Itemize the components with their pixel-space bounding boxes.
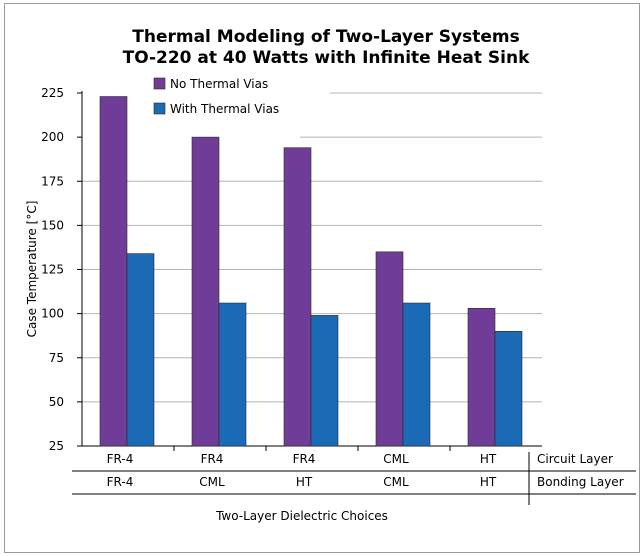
- bar: [310, 315, 339, 447]
- legend-swatch: [153, 77, 166, 90]
- legend-label: No Thermal Vias: [170, 77, 268, 91]
- y-tick-label: 125: [41, 263, 64, 277]
- category-label: HT: [296, 475, 313, 489]
- y-tick-label: 100: [41, 307, 64, 321]
- bar: [191, 136, 220, 447]
- bar: [283, 147, 312, 447]
- bar: [494, 330, 523, 447]
- category-row-label: Bonding Layer: [537, 475, 624, 489]
- title-line-2: TO-220 at 40 Watts with Infinite Heat Si…: [123, 48, 530, 68]
- y-tick-label: 175: [41, 174, 64, 188]
- title-line-1: Thermal Modeling of Two-Layer Systems: [132, 27, 519, 47]
- bar: [402, 302, 431, 447]
- bar: [375, 251, 404, 447]
- legend-label: With Thermal Vias: [170, 102, 279, 116]
- y-tick-label: 50: [49, 395, 64, 409]
- y-tick-label: 25: [49, 439, 64, 453]
- category-table: FR-4 FR4 FR4 CML HT Circuit Layer FR-4 CML HT CML…: [72, 446, 636, 505]
- y-tick-label: 200: [41, 130, 64, 144]
- grid-lines: [82, 92, 542, 403]
- y-axis-label: Case Temperature [°C]: [25, 201, 39, 338]
- category-label: FR-4: [107, 452, 134, 466]
- category-row-label: Circuit Layer: [537, 452, 613, 466]
- bar: [218, 302, 247, 447]
- y-tick-label: 225: [41, 86, 64, 100]
- category-label: FR4: [293, 452, 316, 466]
- legend: No Thermal Vias With Thermal Vias: [153, 77, 279, 116]
- bar: [467, 308, 496, 447]
- category-label: FR-4: [107, 475, 134, 489]
- y-tick-labels: 25 50 75 100 125 150 175 200 225: [41, 86, 64, 453]
- bars: [99, 96, 523, 447]
- category-label: CML: [383, 475, 409, 489]
- legend-swatch: [153, 102, 166, 115]
- chart-title: Thermal Modeling of Two-Layer Systems TO…: [123, 27, 530, 68]
- category-label: HT: [480, 452, 497, 466]
- category-label: CML: [199, 475, 225, 489]
- y-tick-label: 75: [49, 351, 64, 365]
- category-label: FR4: [201, 452, 224, 466]
- category-label: CML: [383, 452, 409, 466]
- x-axis-label: Two-Layer Dielectric Choices: [215, 509, 388, 523]
- y-tick-label: 150: [41, 218, 64, 232]
- category-label: HT: [480, 475, 497, 489]
- bar: [99, 96, 128, 447]
- bar: [126, 253, 155, 447]
